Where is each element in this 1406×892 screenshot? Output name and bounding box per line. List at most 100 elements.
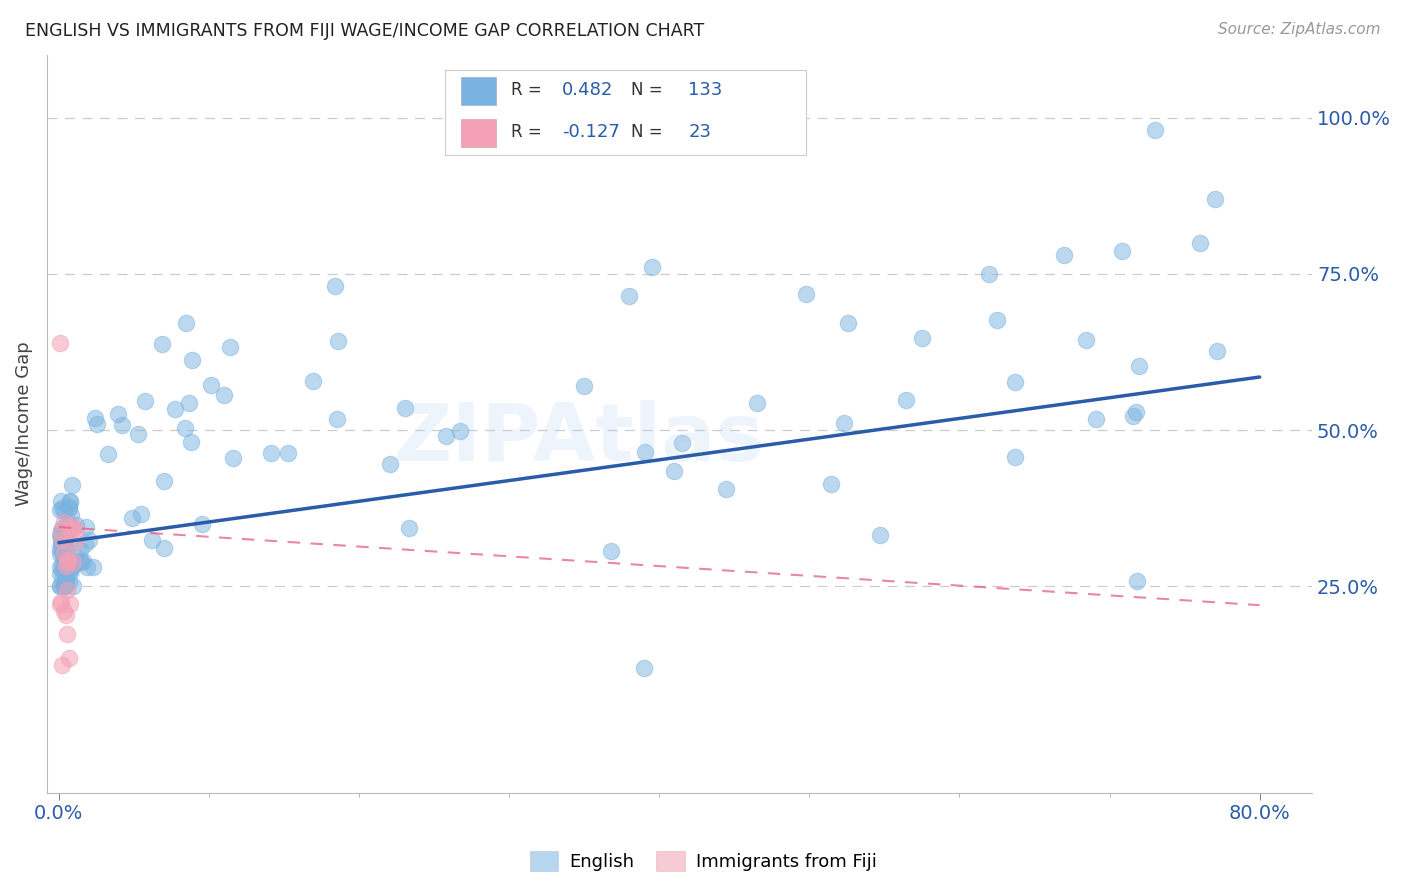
Point — [53, 575, 76, 590]
Point — [662, 464, 685, 478]
Point — [63, 535, 86, 549]
Point — [56, 550, 79, 565]
Point — [58, 521, 80, 535]
Point — [51, 558, 73, 572]
Point — [49, 335, 72, 350]
Text: Source: ZipAtlas.com: Source: ZipAtlas.com — [1218, 22, 1381, 37]
Text: 0.482: 0.482 — [562, 81, 613, 99]
Point — [49, 528, 72, 542]
Point — [1085, 411, 1108, 425]
Point — [62, 557, 84, 571]
Point — [191, 517, 214, 532]
Text: R =: R = — [512, 81, 547, 99]
Point — [49, 548, 72, 562]
Point — [129, 507, 152, 521]
Point — [1004, 375, 1026, 389]
Point — [619, 289, 641, 303]
Point — [326, 412, 349, 426]
Point — [49, 494, 72, 508]
Point — [49, 579, 72, 593]
Point — [58, 553, 80, 567]
Point — [979, 267, 1001, 281]
Point — [911, 331, 934, 345]
Point — [55, 577, 77, 591]
Text: R =: R = — [512, 123, 547, 141]
Point — [633, 445, 655, 459]
Point — [51, 563, 73, 577]
Point — [62, 518, 84, 533]
Point — [53, 579, 76, 593]
Point — [134, 393, 156, 408]
Point — [1128, 359, 1150, 373]
Text: N =: N = — [631, 123, 668, 141]
Point — [52, 547, 75, 561]
Point — [107, 408, 129, 422]
Text: ZIPAtlas: ZIPAtlas — [392, 400, 763, 477]
Point — [1143, 123, 1166, 137]
Point — [51, 533, 73, 548]
Point — [53, 604, 76, 618]
Text: 23: 23 — [689, 123, 711, 141]
Point — [60, 524, 83, 538]
Point — [259, 446, 281, 460]
Point — [121, 510, 143, 524]
FancyBboxPatch shape — [461, 78, 496, 105]
Point — [72, 554, 94, 568]
Point — [434, 429, 457, 443]
Point — [55, 559, 77, 574]
Point — [378, 457, 401, 471]
Point — [53, 539, 76, 553]
Point — [1076, 333, 1098, 347]
Point — [222, 450, 245, 465]
Y-axis label: Wage/Income Gap: Wage/Income Gap — [15, 342, 32, 507]
Point — [1053, 248, 1076, 262]
Point — [671, 435, 693, 450]
Point — [52, 549, 75, 563]
Point — [55, 558, 77, 572]
Point — [51, 524, 73, 538]
Point — [110, 418, 132, 433]
Point — [141, 533, 163, 547]
Point — [77, 533, 100, 547]
Point — [52, 515, 75, 529]
Point — [69, 554, 91, 568]
Point — [49, 566, 72, 581]
Point — [820, 477, 842, 491]
Point — [52, 579, 75, 593]
Point — [1126, 574, 1149, 588]
Point — [55, 576, 77, 591]
Point — [60, 508, 83, 522]
Point — [176, 316, 198, 330]
FancyBboxPatch shape — [446, 70, 806, 154]
Point — [394, 401, 416, 415]
Point — [53, 550, 76, 565]
Point — [794, 287, 817, 301]
Point — [59, 493, 82, 508]
Point — [52, 536, 75, 550]
Point — [49, 598, 72, 612]
Point — [73, 537, 96, 551]
Point — [59, 561, 82, 575]
Point — [53, 527, 76, 541]
Point — [52, 539, 75, 553]
Point — [65, 549, 87, 564]
Text: -0.127: -0.127 — [562, 123, 620, 141]
Point — [51, 521, 73, 535]
Point — [49, 542, 72, 557]
Point — [49, 503, 72, 517]
Point — [55, 555, 77, 569]
Point — [1122, 409, 1144, 423]
Point — [53, 527, 76, 541]
Point — [53, 525, 76, 540]
Point — [60, 562, 83, 576]
Point — [214, 388, 236, 402]
Text: ENGLISH VS IMMIGRANTS FROM FIJI WAGE/INCOME GAP CORRELATION CHART: ENGLISH VS IMMIGRANTS FROM FIJI WAGE/INC… — [25, 22, 704, 40]
Point — [181, 352, 204, 367]
Point — [76, 560, 98, 574]
Point — [82, 560, 104, 574]
Point — [51, 501, 73, 516]
Point — [1125, 405, 1147, 419]
Point — [69, 555, 91, 569]
Point — [173, 420, 195, 434]
Point — [56, 626, 79, 640]
